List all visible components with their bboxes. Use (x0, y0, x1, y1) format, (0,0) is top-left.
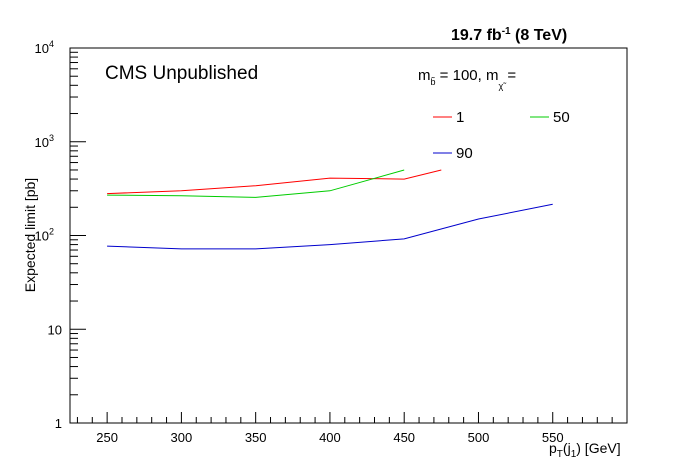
y-tick-label: 103 (35, 133, 54, 150)
series-layer (107, 169, 553, 250)
y-tick-label: 1 (55, 416, 62, 431)
y-axis-ticks (70, 47, 86, 424)
y-tick-label: 10 (48, 322, 62, 337)
x-axis-tick-labels: 250 300 350 400 450 500 550 (96, 430, 563, 445)
legend: 1 50 90 (433, 109, 570, 162)
x-tick-label: 300 (171, 430, 193, 445)
y-axis-title: Expected limit [pb] (22, 178, 38, 292)
y-tick-label: 104 (35, 39, 54, 56)
y-tick-label: 102 (35, 227, 54, 244)
series-line-50 (107, 169, 405, 198)
legend-header: mb̃ = 100, mχ̃ = (418, 67, 516, 91)
legend-label-50: 50 (553, 109, 570, 126)
x-tick-label: 550 (542, 430, 564, 445)
x-tick-label: 350 (245, 430, 267, 445)
legend-label-90: 90 (456, 145, 473, 162)
cms-label: CMS Unpublished (105, 63, 258, 84)
series-line-1 (107, 169, 442, 195)
x-tick-label: 500 (468, 430, 490, 445)
y-axis-tick-labels: 1 10 102 103 104 (35, 39, 62, 431)
legend-label-1: 1 (456, 109, 464, 126)
x-tick-label: 400 (319, 430, 341, 445)
plot-frame (69, 47, 628, 424)
x-axis-ticks (76, 412, 628, 423)
x-tick-label: 250 (96, 430, 118, 445)
x-tick-label: 450 (393, 430, 415, 445)
series-line-90 (107, 203, 553, 250)
x-axis-title: pT(j1) [GeV] (549, 440, 621, 460)
chart-title: 19.7 fb-1 (8 TeV) (451, 26, 567, 44)
